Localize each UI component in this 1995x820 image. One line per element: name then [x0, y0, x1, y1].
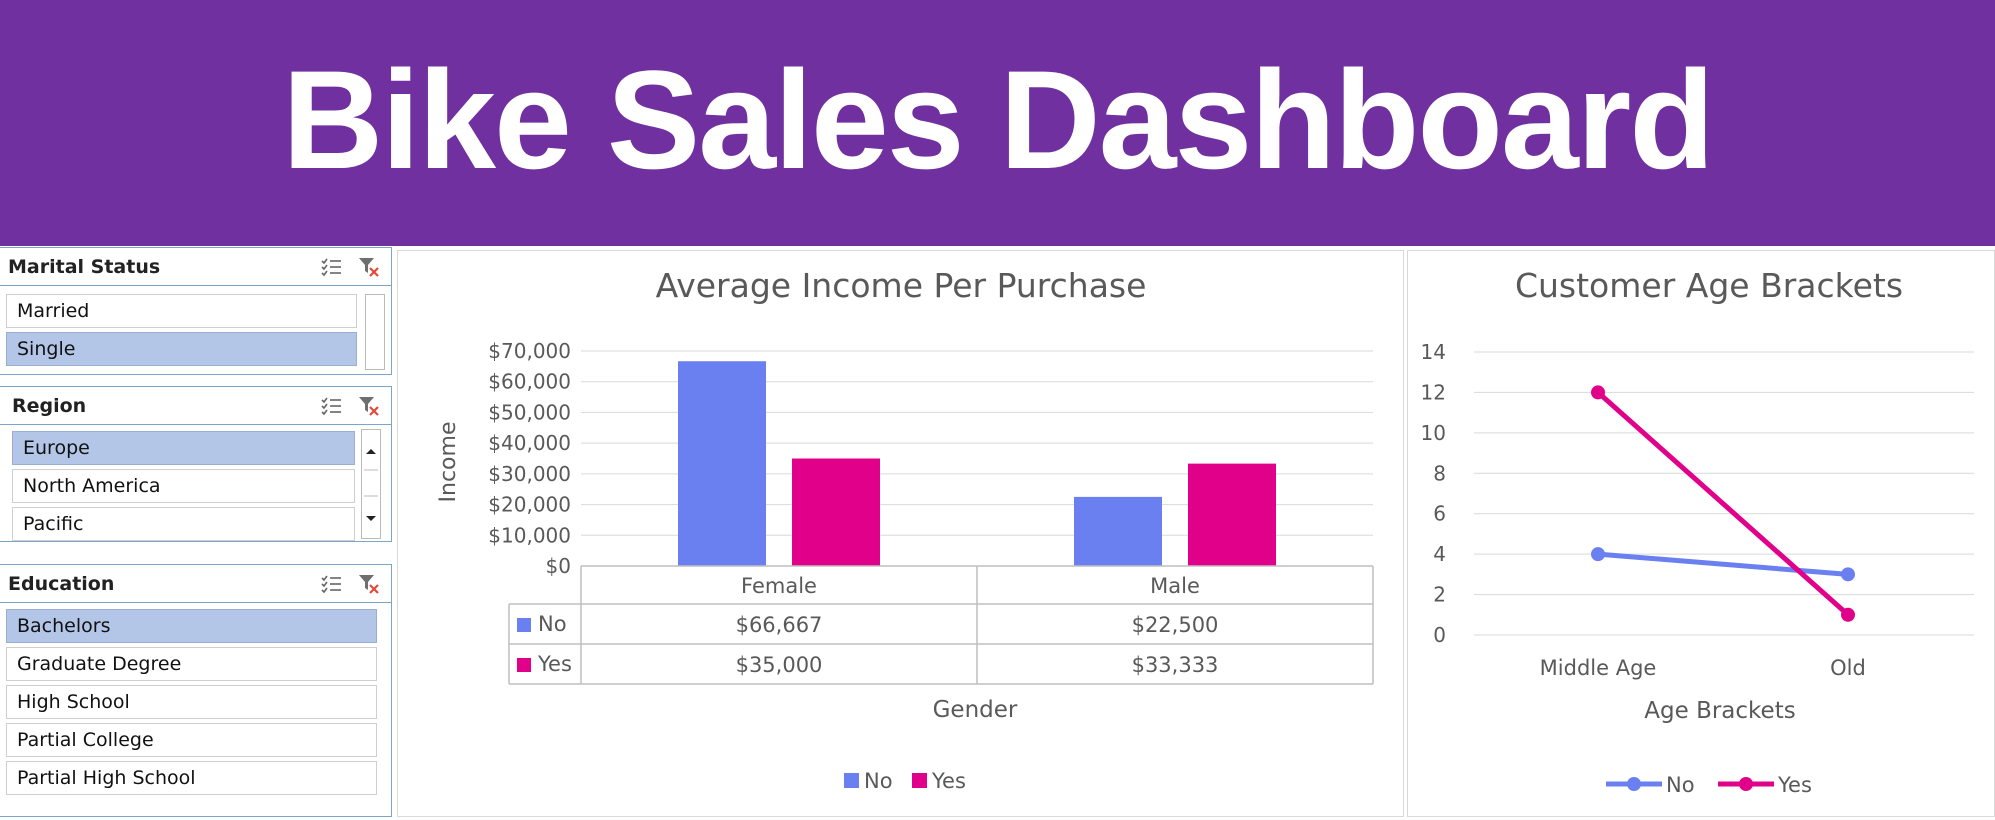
income-chart-panel: Average Income Per Purchase $0 $10,000 $20,…: [397, 250, 1404, 817]
slicer-marital-status: Marital Status Married Single: [0, 247, 392, 375]
legend-key-no: [844, 773, 859, 788]
y-tick-label: 4: [1433, 542, 1446, 566]
data-label: $35,000: [736, 653, 823, 677]
legend-key-yes: [517, 658, 531, 672]
point-no-old: [1841, 567, 1855, 582]
chart-legend: No Yes: [1606, 773, 1812, 797]
legend-label: No: [864, 769, 893, 793]
y-tick-label: $40,000: [488, 431, 571, 455]
x-axis-label: Age Brackets: [1644, 698, 1795, 724]
series-label: Yes: [537, 652, 572, 676]
chart-title: Customer Age Brackets: [1515, 266, 1903, 305]
y-tick-label: 6: [1433, 502, 1446, 526]
slicer-item-bachelors[interactable]: Bachelors: [6, 609, 377, 643]
data-label: $66,667: [736, 613, 823, 637]
series-line-no: [1595, 551, 1851, 577]
y-tick-label: $30,000: [488, 462, 571, 486]
category-label: Male: [1150, 574, 1200, 598]
slicer-scrollbar[interactable]: [361, 429, 381, 539]
bar-no-female: [678, 361, 766, 566]
point-yes-old: [1841, 607, 1855, 622]
slicer-item-partial-college[interactable]: Partial College: [6, 723, 377, 757]
dashboard-title: Bike Sales Dashboard: [282, 41, 1715, 198]
slicer-item-graduate-degree[interactable]: Graduate Degree: [6, 647, 377, 681]
slicer-item-europe[interactable]: Europe: [12, 431, 355, 465]
slicer-item-single[interactable]: Single: [6, 332, 357, 366]
slicer-region: Region Europe North America Pacific: [0, 386, 392, 542]
slicer-header: Education: [0, 565, 391, 603]
y-tick-label: $20,000: [488, 493, 571, 517]
age-chart-panel: Customer Age Brackets 0 2 4 6 8 10 12 14 Middle A…: [1407, 250, 1995, 817]
slicer-header: Region: [0, 387, 391, 425]
slicer-items: Europe North America Pacific: [0, 425, 391, 541]
clear-filter-icon[interactable]: [357, 255, 381, 279]
slicer-item-partial-high-school[interactable]: Partial High School: [6, 761, 377, 795]
y-tick-label: $60,000: [488, 370, 571, 394]
slicer-title: Education: [8, 572, 115, 595]
legend-key-no: [517, 618, 531, 632]
series-line-yes: [1595, 389, 1851, 618]
y-tick-label: 0: [1433, 623, 1446, 647]
slicer-item-married[interactable]: Married: [6, 294, 357, 328]
age-line-chart: Customer Age Brackets 0 2 4 6 8 10 12 14 Middle A…: [1421, 266, 1974, 797]
slicer-title: Region: [12, 394, 87, 417]
y-axis-label: Income: [436, 422, 461, 503]
x-axis-label: Gender: [933, 697, 1018, 723]
slicer-item-pacific[interactable]: Pacific: [12, 507, 355, 541]
category-label: Middle Age: [1540, 656, 1657, 680]
legend-label: Yes: [1777, 773, 1812, 797]
clear-filter-icon[interactable]: [357, 572, 381, 596]
legend-label: Yes: [931, 769, 966, 793]
multi-select-icon[interactable]: [319, 255, 343, 279]
bar-no-male: [1074, 496, 1162, 566]
y-tick-label: $0: [546, 554, 571, 578]
data-table: Female Male No $66,667 $22,500 Yes $35,000 $33,…: [508, 565, 1374, 685]
series-label: No: [538, 612, 567, 636]
y-tick-label: 10: [1421, 421, 1446, 445]
point-no-middle-age: [1591, 547, 1605, 562]
legend-marker-yes: [1739, 777, 1753, 791]
slicer-scrollbar[interactable]: [365, 294, 385, 370]
bar-yes-female: [792, 458, 880, 566]
legend-marker-no: [1627, 777, 1641, 791]
slicer-education: Education Bachelors Graduate Degree High…: [0, 564, 392, 817]
clear-filter-icon[interactable]: [357, 394, 381, 418]
chart-legend: No Yes: [844, 769, 966, 793]
category-label: Female: [741, 574, 817, 598]
slicer-header: Marital Status: [0, 248, 391, 286]
slicer-item-north-america[interactable]: North America: [12, 469, 355, 503]
slicer-title: Marital Status: [8, 255, 161, 278]
bar-yes-male: [1188, 463, 1276, 566]
slicer-items: Bachelors Graduate Degree High School Pa…: [0, 603, 391, 795]
y-tick-label: 2: [1433, 583, 1446, 607]
chart-title: Average Income Per Purchase: [656, 266, 1147, 305]
slicer-items: Married Single: [0, 286, 391, 374]
data-label: $22,500: [1132, 613, 1219, 637]
y-tick-label: 8: [1433, 461, 1446, 485]
y-tick-label: $50,000: [488, 400, 571, 424]
scroll-arrows-icon: [364, 449, 378, 521]
multi-select-icon[interactable]: [319, 572, 343, 596]
legend-label: No: [1666, 773, 1695, 797]
multi-select-icon[interactable]: [319, 394, 343, 418]
category-label: Old: [1830, 656, 1866, 680]
y-tick-label: 12: [1421, 380, 1446, 404]
point-yes-middle-age: [1591, 385, 1605, 400]
income-bar-chart: Average Income Per Purchase $0 $10,000 $20,…: [436, 266, 1374, 793]
y-tick-label: $10,000: [488, 523, 571, 547]
dashboard-banner: Bike Sales Dashboard: [0, 0, 1995, 246]
legend-key-yes: [912, 773, 927, 788]
y-tick-label: $70,000: [488, 339, 571, 363]
y-tick-label: 14: [1421, 340, 1446, 364]
slicer-item-high-school[interactable]: High School: [6, 685, 377, 719]
data-label: $33,333: [1132, 653, 1219, 677]
